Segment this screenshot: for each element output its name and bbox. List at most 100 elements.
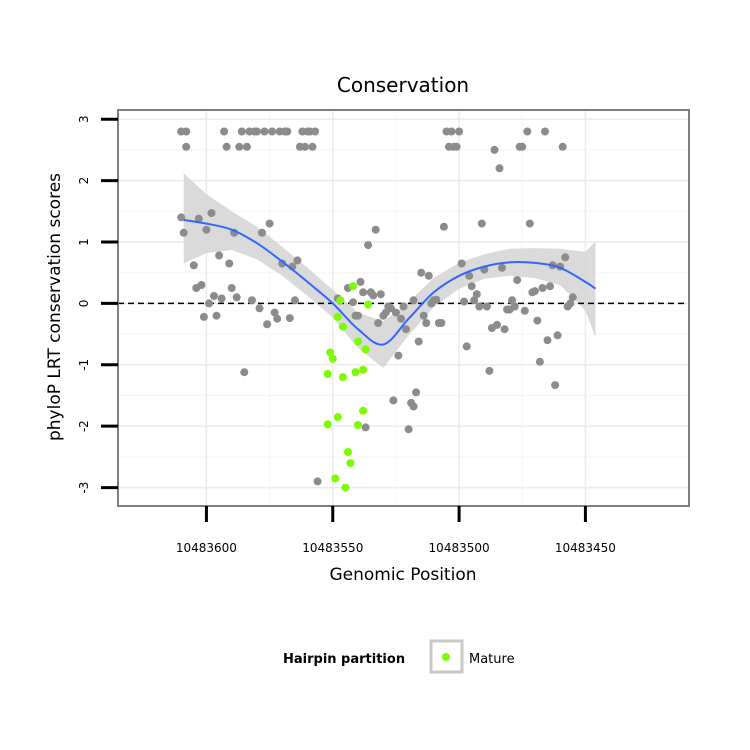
point-other bbox=[278, 259, 287, 268]
point-other bbox=[212, 311, 221, 320]
point-other bbox=[182, 127, 191, 136]
point-other bbox=[538, 284, 547, 292]
point-other bbox=[493, 320, 501, 329]
point-mature bbox=[349, 282, 357, 291]
point-other bbox=[460, 297, 469, 306]
point-other bbox=[417, 268, 426, 277]
point-other bbox=[270, 308, 279, 317]
x-tick-label: 10483450 bbox=[555, 541, 616, 555]
point-other bbox=[422, 319, 431, 327]
point-mature bbox=[361, 345, 370, 354]
point-other bbox=[553, 331, 562, 340]
point-other bbox=[523, 127, 532, 136]
point-other bbox=[293, 256, 302, 265]
point-other bbox=[222, 142, 231, 151]
point-other bbox=[535, 357, 544, 366]
point-other bbox=[518, 142, 527, 151]
point-mature bbox=[354, 337, 362, 346]
point-other bbox=[311, 127, 320, 136]
point-other bbox=[455, 127, 464, 136]
point-mature bbox=[326, 348, 335, 357]
point-other bbox=[301, 142, 309, 151]
point-other bbox=[182, 142, 191, 151]
point-other bbox=[541, 127, 549, 136]
point-other bbox=[255, 304, 264, 313]
point-other bbox=[308, 142, 317, 151]
point-other bbox=[179, 228, 188, 237]
point-other bbox=[215, 251, 224, 260]
point-other bbox=[232, 293, 241, 302]
point-other bbox=[520, 306, 529, 315]
point-mature bbox=[323, 370, 332, 378]
y-axis-title: phyloP LRT conservation scores bbox=[45, 173, 65, 441]
point-other bbox=[447, 127, 456, 136]
point-other bbox=[432, 295, 441, 304]
point-other bbox=[482, 302, 491, 311]
point-other bbox=[258, 228, 266, 237]
confidence-band bbox=[183, 173, 596, 368]
point-other bbox=[490, 145, 499, 154]
point-other bbox=[227, 284, 236, 292]
point-mature bbox=[341, 483, 350, 492]
y-tick-label: -1 bbox=[77, 359, 91, 371]
point-other bbox=[205, 299, 213, 308]
point-other bbox=[235, 142, 244, 151]
point-other bbox=[369, 291, 378, 300]
point-other bbox=[510, 302, 519, 311]
point-mature bbox=[331, 474, 340, 483]
point-other bbox=[354, 311, 362, 320]
legend: Hairpin partition Mature bbox=[283, 639, 515, 674]
point-other bbox=[477, 219, 486, 228]
point-mature bbox=[346, 459, 355, 467]
point-other bbox=[470, 296, 479, 305]
point-other bbox=[409, 402, 418, 411]
point-mature bbox=[338, 373, 347, 382]
point-mature bbox=[336, 296, 345, 305]
y-tick-label: 2 bbox=[77, 177, 91, 185]
point-other bbox=[359, 288, 368, 297]
point-other bbox=[437, 319, 446, 327]
plot-border bbox=[117, 109, 690, 507]
point-other bbox=[253, 127, 261, 136]
point-other bbox=[467, 282, 476, 291]
point-other bbox=[414, 337, 423, 346]
point-other bbox=[376, 290, 385, 299]
point-other bbox=[210, 292, 218, 300]
point-other bbox=[268, 127, 277, 136]
point-mature bbox=[338, 322, 347, 331]
point-mature bbox=[351, 368, 360, 377]
point-other bbox=[194, 214, 203, 223]
point-other bbox=[397, 314, 405, 323]
point-other bbox=[260, 127, 269, 136]
point-other bbox=[546, 282, 554, 291]
point-other bbox=[361, 423, 370, 432]
point-mature bbox=[323, 420, 332, 429]
point-mature bbox=[333, 413, 342, 421]
point-other bbox=[543, 336, 552, 345]
point-other bbox=[220, 127, 229, 136]
point-other bbox=[202, 225, 211, 234]
point-other bbox=[374, 319, 383, 327]
legend-label-mature: Mature bbox=[469, 652, 515, 667]
point-other bbox=[283, 127, 292, 136]
point-other bbox=[399, 302, 408, 311]
x-tick-label: 10483500 bbox=[429, 541, 490, 555]
point-other bbox=[500, 325, 509, 334]
point-other bbox=[462, 342, 471, 351]
point-other bbox=[225, 259, 234, 268]
point-other bbox=[475, 302, 484, 311]
point-other bbox=[472, 290, 481, 299]
point-other bbox=[391, 308, 400, 317]
point-other bbox=[177, 213, 186, 222]
point-other bbox=[495, 164, 504, 173]
chart-title: Conservation bbox=[337, 73, 469, 97]
point-other bbox=[364, 241, 373, 250]
y-axis: -3 -2 -1 0 1 2 3 bbox=[77, 115, 118, 494]
point-other bbox=[419, 311, 428, 320]
point-other bbox=[290, 296, 299, 305]
x-axis-title: Genomic Position bbox=[329, 565, 476, 585]
plot-panel bbox=[117, 109, 690, 507]
point-other bbox=[349, 298, 357, 307]
point-other bbox=[452, 142, 461, 151]
point-other bbox=[371, 225, 380, 234]
